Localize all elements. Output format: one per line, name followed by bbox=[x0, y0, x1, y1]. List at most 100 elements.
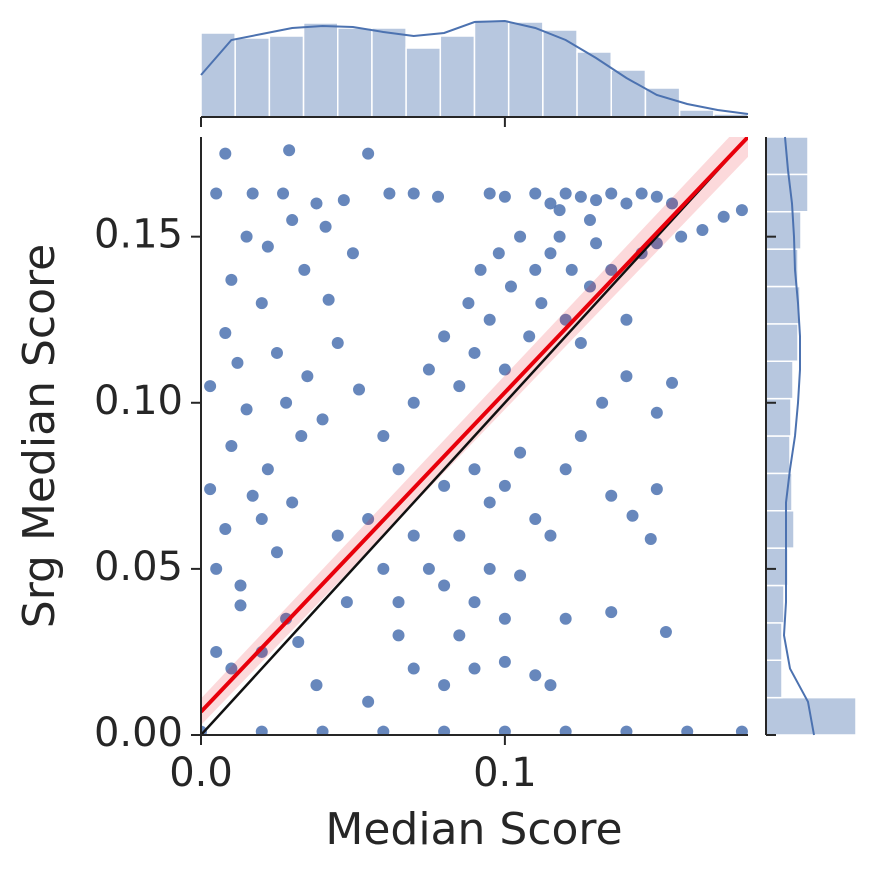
scatter-point bbox=[492, 247, 505, 260]
histogram-bar bbox=[765, 173, 809, 213]
scatter-point bbox=[316, 413, 329, 426]
scatter-point bbox=[735, 725, 748, 735]
scatter-point bbox=[498, 612, 511, 625]
scatter-point bbox=[453, 380, 466, 393]
scatter-point bbox=[225, 662, 238, 675]
scatter-point bbox=[468, 463, 481, 476]
scatter-point bbox=[438, 679, 451, 692]
scatter-point bbox=[319, 220, 332, 233]
scatter-point bbox=[605, 187, 618, 200]
histogram-bar bbox=[234, 37, 271, 118]
scatter-point bbox=[559, 725, 572, 735]
scatter-point bbox=[574, 336, 587, 349]
scatter-point bbox=[635, 187, 648, 200]
scatter-point bbox=[283, 144, 296, 157]
scatter-point bbox=[620, 725, 633, 735]
scatter-point bbox=[322, 293, 335, 306]
scatter-point bbox=[255, 725, 268, 735]
scatter-point bbox=[666, 197, 679, 210]
scatter-point bbox=[462, 297, 475, 310]
y-tick-label: 0.15 bbox=[94, 212, 183, 258]
scatter-point bbox=[286, 496, 299, 509]
histogram-bar bbox=[473, 19, 510, 118]
scatter-point bbox=[353, 383, 366, 396]
histogram-bar bbox=[610, 69, 647, 118]
scatter-point bbox=[514, 230, 527, 243]
scatter-point bbox=[498, 479, 511, 492]
scatter-point bbox=[277, 187, 290, 200]
scatter-point bbox=[544, 247, 557, 260]
scatter-point bbox=[583, 214, 596, 227]
scatter-point bbox=[483, 496, 496, 509]
scatter-point bbox=[383, 187, 396, 200]
scatter-point bbox=[650, 483, 663, 496]
scatter-point bbox=[210, 562, 223, 575]
scatter-point bbox=[605, 606, 618, 619]
scatter-point bbox=[210, 645, 223, 658]
scatter-point bbox=[514, 569, 527, 582]
scatter-point bbox=[225, 273, 238, 286]
scatter-point bbox=[620, 370, 633, 383]
scatter-point bbox=[392, 629, 405, 642]
histogram-bar bbox=[765, 323, 799, 362]
scatter-point bbox=[544, 197, 557, 210]
scatter-point bbox=[331, 336, 344, 349]
scatter-point bbox=[498, 363, 511, 376]
scatter-point bbox=[286, 214, 299, 227]
scatter-point bbox=[204, 483, 217, 496]
histogram-bar bbox=[405, 47, 442, 118]
scatter-point bbox=[438, 579, 451, 592]
histogram-bar bbox=[302, 22, 339, 118]
scatter-point bbox=[407, 662, 420, 675]
scatter-point bbox=[675, 230, 688, 243]
scatter-point bbox=[432, 190, 445, 203]
scatter-point bbox=[407, 187, 420, 200]
scatter-point bbox=[735, 204, 748, 217]
scatter-point bbox=[422, 363, 435, 376]
scatter-point bbox=[438, 479, 451, 492]
scatter-point bbox=[453, 529, 466, 542]
scatter-point bbox=[583, 280, 596, 293]
scatter-point bbox=[234, 599, 247, 612]
scatter-point bbox=[483, 313, 496, 326]
scatter-point bbox=[240, 230, 253, 243]
scatter-point bbox=[529, 669, 542, 682]
scatter-point bbox=[666, 376, 679, 389]
histogram-bar bbox=[765, 547, 789, 587]
scatter-point bbox=[574, 430, 587, 442]
x-tick-label: 0.0 bbox=[169, 750, 233, 796]
scatter-point bbox=[483, 187, 496, 200]
scatter-point bbox=[544, 529, 557, 542]
scatter-point bbox=[523, 330, 536, 343]
scatter-point bbox=[596, 396, 609, 409]
y-tick-label: 0.05 bbox=[94, 544, 183, 590]
scatter-point bbox=[468, 346, 481, 359]
scatter-point bbox=[590, 194, 603, 207]
scatter-point bbox=[468, 662, 481, 675]
scatter-point bbox=[301, 370, 314, 383]
scatter-point bbox=[620, 197, 633, 210]
x-tick-label: 0.1 bbox=[473, 750, 537, 796]
histogram-bar bbox=[765, 248, 799, 288]
scatter-point bbox=[310, 679, 323, 692]
scatter-point bbox=[261, 463, 274, 476]
scatter-point bbox=[219, 327, 232, 340]
scatter-point bbox=[529, 263, 542, 276]
histogram-bar bbox=[765, 584, 785, 624]
scatter-point bbox=[219, 523, 232, 536]
histogram-bar bbox=[371, 27, 407, 118]
scatter-point bbox=[605, 489, 618, 502]
scatter-point bbox=[498, 655, 511, 668]
histogram-bar bbox=[576, 51, 612, 118]
scatter-point bbox=[337, 194, 350, 207]
scatter-point bbox=[605, 263, 618, 276]
scatter-point bbox=[261, 240, 274, 253]
plot-area bbox=[201, 137, 748, 735]
scatter-point bbox=[559, 187, 572, 200]
y-tick-label: 0.10 bbox=[94, 378, 183, 424]
scatter-point bbox=[620, 313, 633, 326]
kde-curve bbox=[782, 136, 815, 736]
scatter-point bbox=[225, 439, 238, 452]
histogram-bar bbox=[200, 32, 236, 118]
